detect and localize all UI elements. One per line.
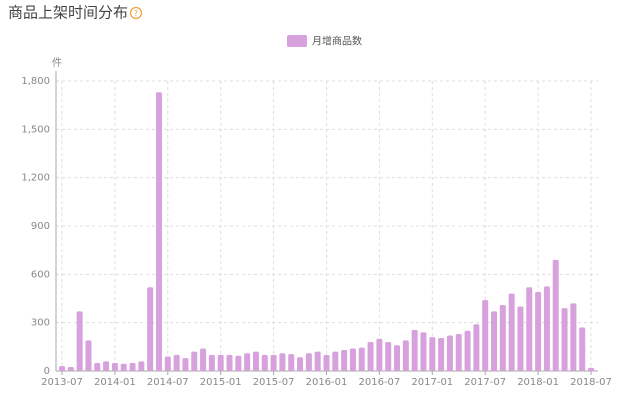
bar [261, 354, 268, 371]
bar [570, 303, 577, 371]
bar [111, 362, 118, 371]
x-tick-label: 2013-07 [41, 377, 83, 388]
bar [517, 306, 524, 371]
chart-title: 商品上架时间分布 [8, 4, 128, 22]
legend-label: 月增商品数 [312, 35, 362, 48]
bar [288, 354, 295, 371]
bar [103, 361, 110, 371]
bar [59, 366, 65, 371]
x-tick-label: 2015-07 [253, 377, 295, 388]
bar [376, 338, 383, 371]
bar [341, 350, 348, 371]
x-tick-label: 2018-01 [517, 377, 559, 388]
bar [588, 367, 594, 371]
x-tick-label: 2015-01 [200, 377, 242, 388]
bar [473, 324, 480, 371]
bar [76, 311, 83, 371]
bar [561, 308, 568, 371]
x-tick-label: 2014-07 [147, 377, 189, 388]
bar [535, 292, 542, 371]
bar [543, 286, 550, 371]
y-tick-label: 1,800 [21, 76, 50, 87]
bar [279, 353, 286, 371]
bar [420, 332, 427, 371]
bar [482, 300, 489, 371]
x-tick-label: 2016-07 [359, 377, 401, 388]
bar [499, 304, 506, 371]
bar [129, 362, 136, 371]
bar [491, 311, 498, 371]
bar [446, 335, 453, 371]
bar [579, 327, 586, 371]
bar [411, 329, 418, 371]
legend-swatch [287, 35, 307, 47]
bar [402, 340, 409, 371]
bar [85, 340, 92, 371]
bar [455, 333, 462, 371]
y-tick-label: 0 [44, 366, 50, 377]
y-unit: 件 [52, 57, 62, 69]
help-icon-text[interactable]: ? [134, 9, 138, 18]
bar [349, 348, 356, 371]
y-tick-label: 300 [31, 318, 50, 329]
y-tick-label: 900 [31, 221, 50, 232]
x-tick-label: 2014-01 [94, 377, 136, 388]
bar [138, 361, 145, 371]
bar [226, 354, 233, 371]
bar [67, 366, 74, 371]
bar [252, 351, 259, 371]
bar [385, 342, 392, 371]
x-tick-label: 2017-07 [464, 377, 506, 388]
bar [182, 358, 189, 371]
bar [552, 259, 559, 371]
bar [200, 348, 207, 371]
bar [332, 351, 339, 371]
x-tick-label: 2018-07 [570, 377, 612, 388]
bar [208, 354, 215, 371]
bar [120, 363, 127, 371]
bar [155, 92, 162, 372]
bar [270, 354, 277, 371]
bar [526, 287, 533, 371]
bar [217, 354, 224, 371]
bar [394, 345, 401, 371]
y-tick-label: 1,200 [21, 173, 50, 184]
bar [173, 354, 180, 371]
bar [429, 337, 436, 371]
bar [147, 287, 154, 371]
bar [164, 356, 171, 371]
bar [367, 342, 374, 371]
bar [191, 351, 198, 371]
y-tick-label: 600 [31, 269, 50, 280]
bar [314, 351, 321, 371]
bar [305, 353, 312, 371]
bar [464, 330, 471, 371]
x-tick-label: 2016-01 [306, 377, 348, 388]
bar [508, 293, 515, 371]
bar [94, 362, 101, 371]
y-tick-label: 1,500 [21, 124, 50, 135]
x-tick-label: 2017-01 [411, 377, 453, 388]
bar [235, 355, 242, 371]
bar [297, 357, 304, 371]
help-icon[interactable] [129, 6, 143, 20]
bar [244, 353, 251, 371]
bar [358, 347, 365, 371]
bar [323, 354, 330, 371]
bar [438, 337, 445, 371]
